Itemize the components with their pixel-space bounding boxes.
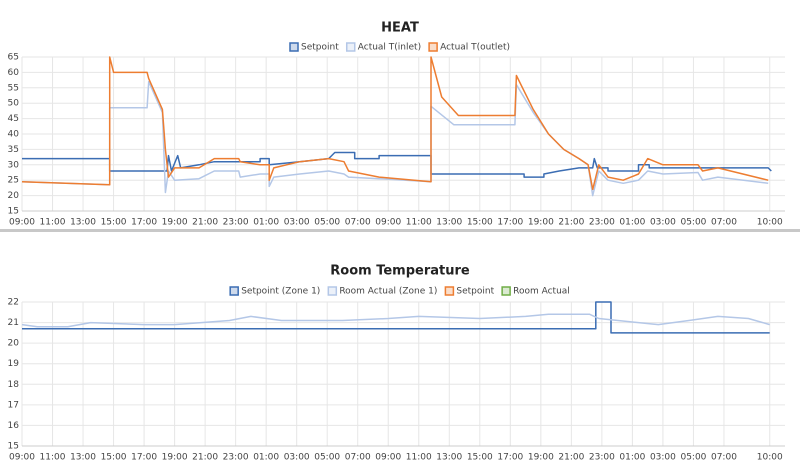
x-tick-label: 13:00 [70,218,96,228]
legend-label: Setpoint [301,43,339,53]
y-tick-label: 17 [8,400,19,410]
series-line [22,151,772,178]
y-tick-label: 19 [8,359,20,369]
x-tick-label: 11:00 [40,453,66,463]
y-tick-label: 55 [8,83,19,93]
legend: Setpoint Actual T(inlet) Actual T(outlet) [289,42,510,53]
x-tick-label: 05:00 [314,218,340,228]
x-tick-label: 03:00 [650,453,676,463]
x-tick-label: 10:00 [757,453,783,463]
legend-swatch [289,42,299,52]
x-tick-label: 09:00 [9,453,35,463]
legend-swatch [229,286,239,296]
x-tick-label: 07:00 [711,218,737,228]
chart-title: Room Temperature [330,264,470,279]
x-tick-label: 01:00 [253,453,279,463]
x-tick-label: 23:00 [223,218,249,228]
separator [0,229,800,232]
legend-label: Setpoint (Zone 1) [241,287,320,297]
x-tick-label: 05:00 [680,453,706,463]
y-tick-label: 21 [8,318,19,328]
x-tick-label: 01:00 [619,453,645,463]
x-tick-label: 07:00 [345,453,371,463]
x-tick-label: 21:00 [558,453,584,463]
x-tick-label: 13:00 [70,453,96,463]
x-tick-label: 15:00 [101,218,127,228]
x-tick-label: 09:00 [9,218,35,228]
x-tick-label: 03:00 [284,453,310,463]
y-tick-label: 45 [8,114,19,124]
legend: Setpoint (Zone 1) Room Actual (Zone 1) Set… [229,286,570,297]
x-tick-label: 23:00 [589,218,615,228]
legend-swatch [444,286,455,296]
x-tick-label: 17:00 [131,218,157,228]
series-line [21,56,769,191]
y-tick-label: 30 [8,160,20,170]
x-tick-label: 19:00 [162,453,188,463]
x-tick-label: 23:00 [223,453,249,463]
x-tick-label: 11:00 [40,218,66,228]
y-tick-label: 20 [8,191,20,201]
x-tick-label: 19:00 [528,453,554,463]
x-tick-label: 01:00 [619,218,645,228]
legend-label: Setpoint [456,287,494,297]
x-tick-label: 19:00 [528,218,554,228]
x-tick-label: 17:00 [497,218,523,228]
x-tick-label: 01:00 [253,218,279,228]
series-line [21,313,770,328]
x-tick-label: 19:00 [162,218,188,228]
x-tick-label: 21:00 [192,453,218,463]
y-tick-label: 40 [8,130,20,140]
y-tick-label: 25 [8,176,19,186]
x-tick-label: 23:00 [589,453,615,463]
x-tick-label: 13:00 [436,218,462,228]
x-tick-label: 15:00 [467,453,493,463]
legend-swatch [345,42,356,52]
x-tick-label: 05:00 [680,218,706,228]
x-tick-label: 21:00 [558,218,584,228]
y-tick-label: 35 [8,145,19,155]
x-tick-label: 07:00 [711,453,737,463]
legend-label: Actual T(outlet) [440,43,510,53]
x-tick-label: 17:00 [131,453,157,463]
y-tick-label: 60 [8,68,20,78]
x-tick-label: 10:00 [757,218,783,228]
x-tick-label: 21:00 [192,218,218,228]
x-tick-label: 09:00 [375,453,401,463]
x-tick-label: 15:00 [101,453,127,463]
x-tick-label: 03:00 [284,218,310,228]
series-line [22,301,770,334]
legend-swatch [428,42,438,52]
x-tick-label: 07:00 [345,218,371,228]
y-tick-label: 15 [8,442,19,452]
x-tick-label: 13:00 [436,453,462,463]
y-tick-label: 18 [8,380,20,390]
y-tick-label: 16 [8,421,20,431]
x-tick-label: 11:00 [406,453,432,463]
x-tick-label: 11:00 [406,218,432,228]
y-tick-label: 20 [8,339,20,349]
y-tick-label: 65 [8,53,19,63]
x-tick-label: 05:00 [314,453,340,463]
legend-swatch [501,286,511,296]
y-tick-label: 15 [8,207,19,217]
y-tick-label: 22 [8,298,19,308]
chart-title: HEAT [381,21,419,36]
legend-swatch [327,286,338,296]
legend-label: Actual T(inlet) [358,43,421,53]
legend-label: Room Actual (Zone 1) [339,287,437,297]
x-tick-label: 09:00 [375,218,401,228]
legend-label: Room Actual [513,287,570,297]
y-tick-label: 50 [8,99,20,109]
x-tick-label: 15:00 [467,218,493,228]
x-tick-label: 17:00 [497,453,523,463]
x-tick-label: 03:00 [650,218,676,228]
